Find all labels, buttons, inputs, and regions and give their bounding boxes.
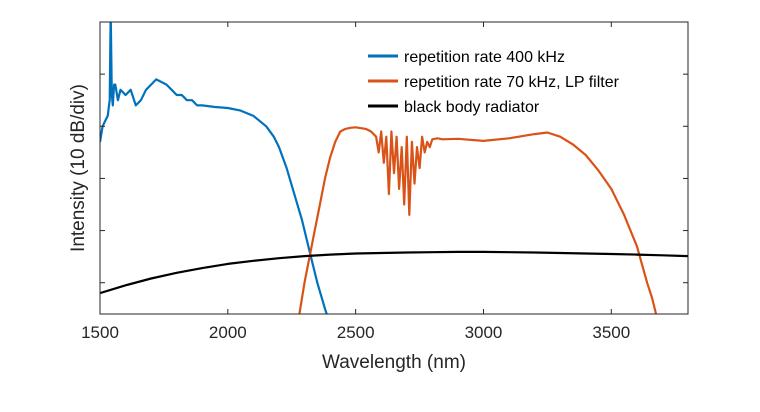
series-line-3: [100, 250, 688, 295]
plot-axes-frame: [99, 21, 689, 315]
legend-label-3: black body radiator: [404, 99, 540, 116]
x-tick-labels: 1500 2000 2500 3000 3500: [81, 323, 630, 342]
legend-label-1: repetition rate 400 kHz: [404, 49, 565, 66]
x-tick-label: 2500: [337, 323, 375, 342]
legend-label-2: repetition rate 70 kHz, LP filter: [404, 74, 620, 91]
x-axis-label: Wavelength (nm): [322, 352, 466, 373]
series-line-2: [298, 126, 658, 314]
x-tick-label: 1500: [81, 323, 119, 342]
legend: repetition rate 400 kHz repetition rate 7…: [368, 49, 620, 116]
series-line-1: [100, 22, 328, 314]
y-axis-label: Intensity (10 dB/div): [68, 84, 89, 252]
plot-frame: [99, 21, 689, 315]
x-tick-label: 3000: [465, 323, 503, 342]
x-tick-label: 3500: [592, 323, 630, 342]
x-tick-label: 2000: [209, 323, 247, 342]
